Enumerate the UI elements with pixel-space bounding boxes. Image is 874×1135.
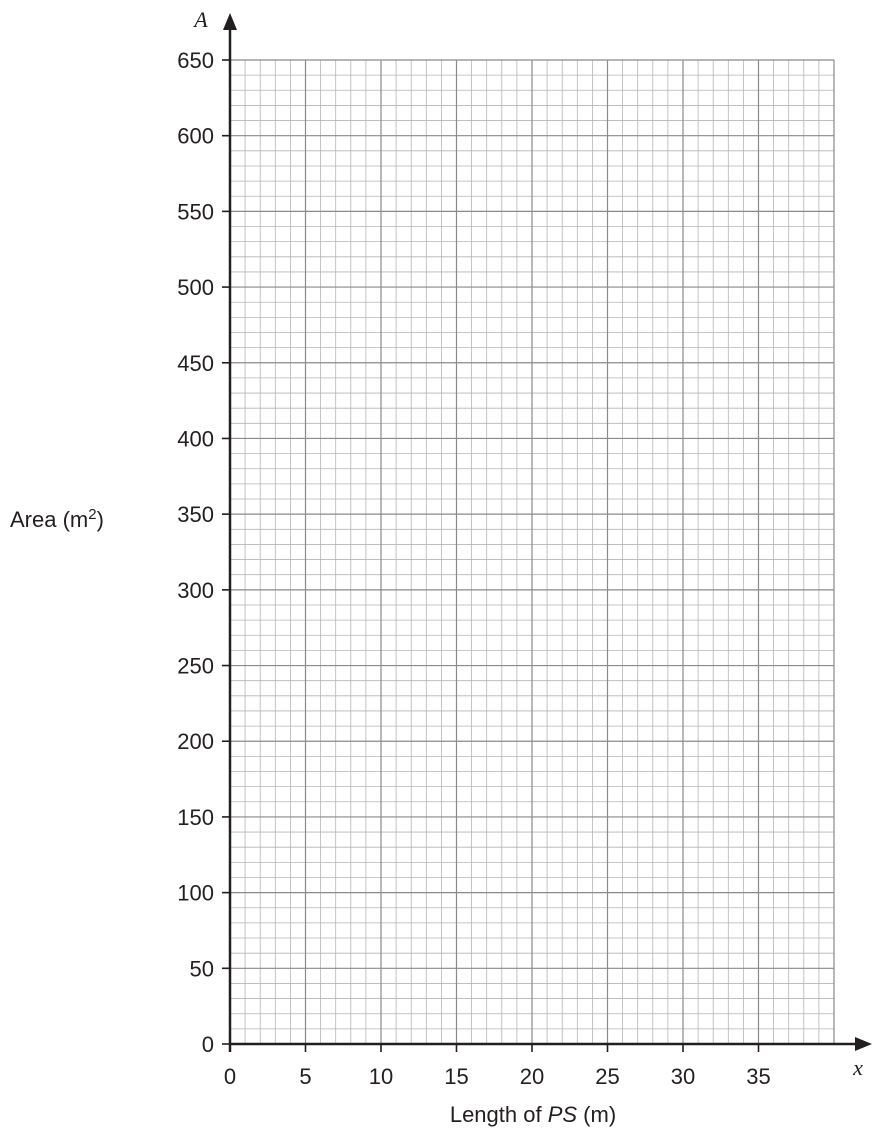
x-axis-variable: x bbox=[852, 1055, 863, 1080]
x-axis-label-unit: (m) bbox=[577, 1102, 616, 1127]
y-axis-variable: A bbox=[192, 7, 208, 32]
x-tick-label: 35 bbox=[746, 1064, 770, 1089]
x-tick-label: 30 bbox=[671, 1064, 695, 1089]
y-tick-label: 500 bbox=[177, 275, 214, 300]
y-tick-label: 200 bbox=[177, 729, 214, 754]
x-tick-label: 25 bbox=[595, 1064, 619, 1089]
x-tick-label: 5 bbox=[299, 1064, 311, 1089]
y-tick-label: 150 bbox=[177, 805, 214, 830]
y-axis-label-superscript: 2 bbox=[88, 506, 96, 523]
y-tick-label: 450 bbox=[177, 351, 214, 376]
y-axis-arrow-icon bbox=[223, 13, 237, 30]
y-axis-label-prefix: Area (m bbox=[10, 507, 88, 532]
x-axis-label: Length of PS (m) bbox=[450, 1102, 616, 1127]
y-tick-label: 350 bbox=[177, 502, 214, 527]
y-tick-label: 600 bbox=[177, 124, 214, 149]
x-tick-label: 20 bbox=[520, 1064, 544, 1089]
x-axis-label-variable: PS bbox=[548, 1102, 578, 1127]
y-axis-label-suffix: ) bbox=[97, 507, 104, 532]
x-axis-arrow-icon bbox=[855, 1037, 872, 1051]
x-tick-label: 0 bbox=[224, 1064, 236, 1089]
x-axis-label-prefix: Length of bbox=[450, 1102, 548, 1127]
y-tick-label: 300 bbox=[177, 578, 214, 603]
y-tick-label: 550 bbox=[177, 199, 214, 224]
y-tick-label: 0 bbox=[202, 1032, 214, 1057]
y-axis-label: Area (m2) bbox=[10, 506, 104, 533]
y-tick-label: 400 bbox=[177, 426, 214, 451]
axis-ticks bbox=[222, 59, 760, 1052]
y-tick-label: 250 bbox=[177, 654, 214, 679]
tick-labels: 0 5 10 15 20 25 30 3505010015020025030035040045… bbox=[177, 48, 770, 1089]
y-tick-label: 100 bbox=[177, 881, 214, 906]
y-tick-label: 650 bbox=[177, 48, 214, 73]
y-tick-label: 50 bbox=[190, 956, 214, 981]
x-tick-label: 15 bbox=[444, 1064, 468, 1089]
x-tick-label: 10 bbox=[369, 1064, 393, 1089]
